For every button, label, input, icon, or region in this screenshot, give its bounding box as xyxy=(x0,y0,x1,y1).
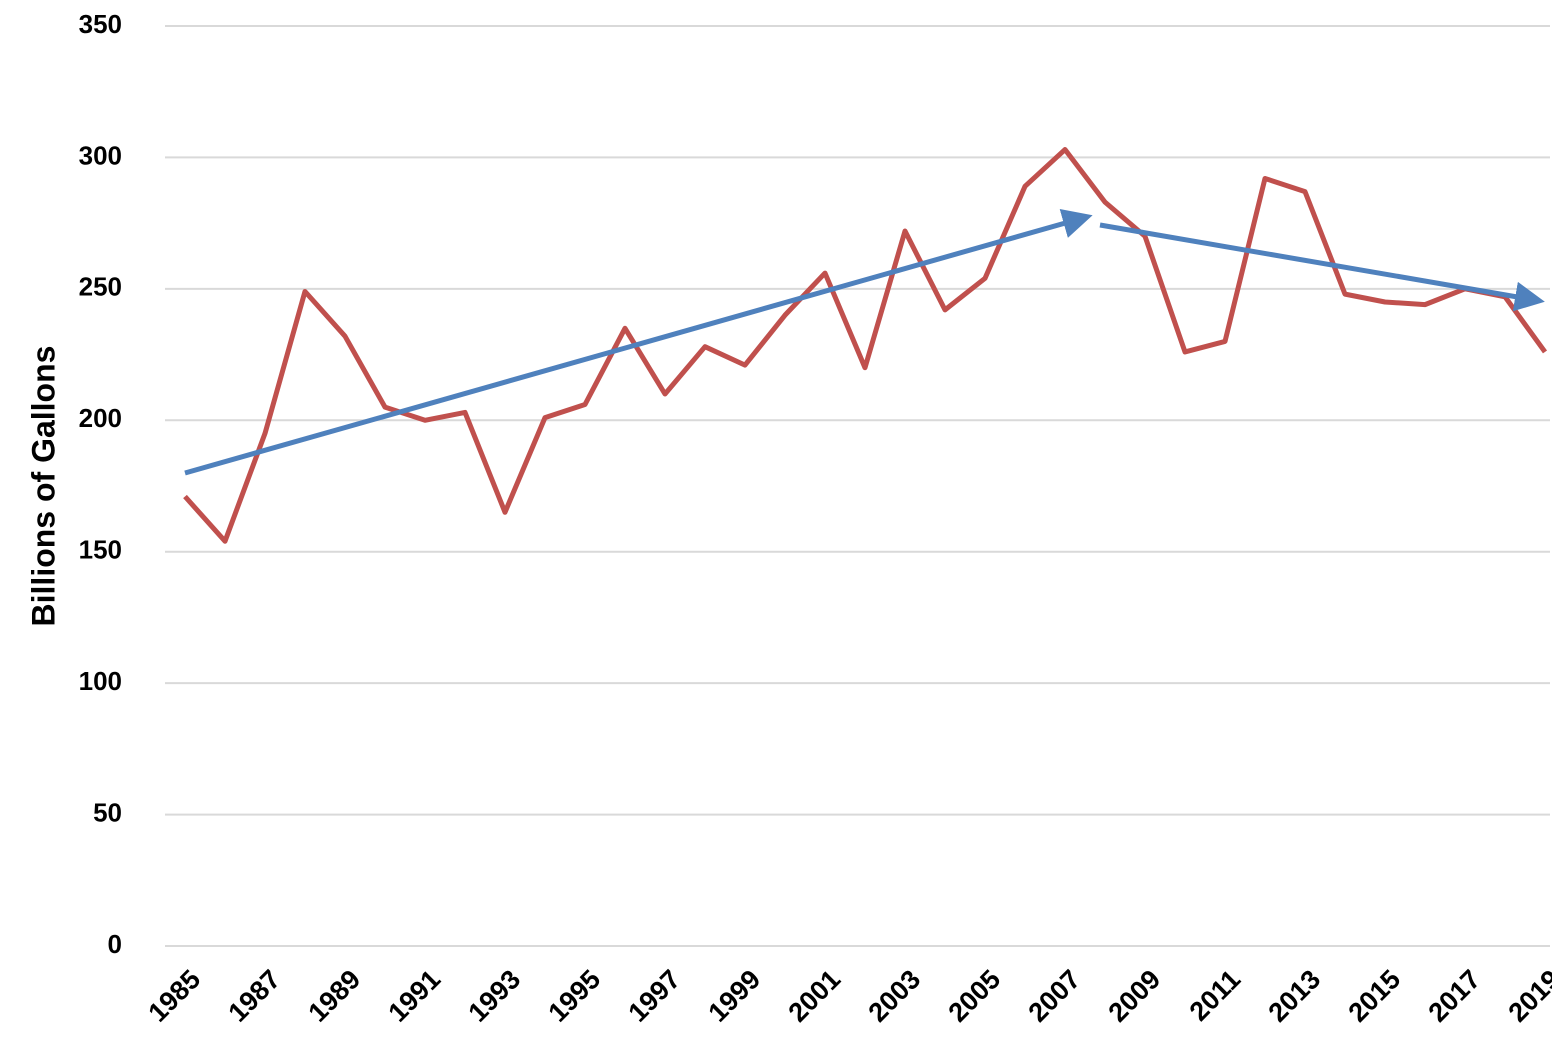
x-tick-label: 2007 xyxy=(1023,964,1087,1028)
y-tick-label: 250 xyxy=(79,272,122,302)
x-tick-label: 1993 xyxy=(463,964,527,1028)
y-tick-label: 150 xyxy=(79,535,122,565)
y-tick-label: 200 xyxy=(79,403,122,433)
x-tick-label: 1985 xyxy=(143,964,207,1028)
x-tick-label: 2001 xyxy=(783,964,847,1028)
y-tick-label: 0 xyxy=(108,929,122,959)
y-tick-label: 350 xyxy=(79,9,122,39)
x-tick-label: 2003 xyxy=(863,964,927,1028)
grid xyxy=(165,25,1550,947)
x-tick-label: 2009 xyxy=(1103,964,1167,1028)
trend-arrow xyxy=(184,209,1093,476)
x-tick-label: 1997 xyxy=(623,964,687,1028)
x-tick-label: 2015 xyxy=(1343,964,1407,1028)
y-tick-label: 100 xyxy=(79,666,122,696)
y-tick-label: 300 xyxy=(79,140,122,170)
x-tick-label: 1987 xyxy=(223,964,287,1028)
x-tick-label: 1995 xyxy=(543,964,607,1028)
x-tick-label: 2013 xyxy=(1263,964,1327,1028)
x-tick-label: 1999 xyxy=(703,964,767,1028)
x-tick-label: 2011 xyxy=(1184,964,1247,1027)
x-tick-label: 1989 xyxy=(303,964,367,1028)
x-tick-label: 2005 xyxy=(943,964,1007,1028)
trend-arrow xyxy=(1099,222,1545,312)
data-line xyxy=(183,147,1548,544)
x-tick-label: 2019 xyxy=(1503,964,1552,1028)
plot xyxy=(183,147,1548,544)
y-tick-label: 50 xyxy=(93,797,122,827)
y-axis-label: Billions of Gallons xyxy=(25,346,61,627)
x-tick-label: 1991 xyxy=(383,964,447,1028)
x-tick-label: 2017 xyxy=(1423,964,1487,1028)
